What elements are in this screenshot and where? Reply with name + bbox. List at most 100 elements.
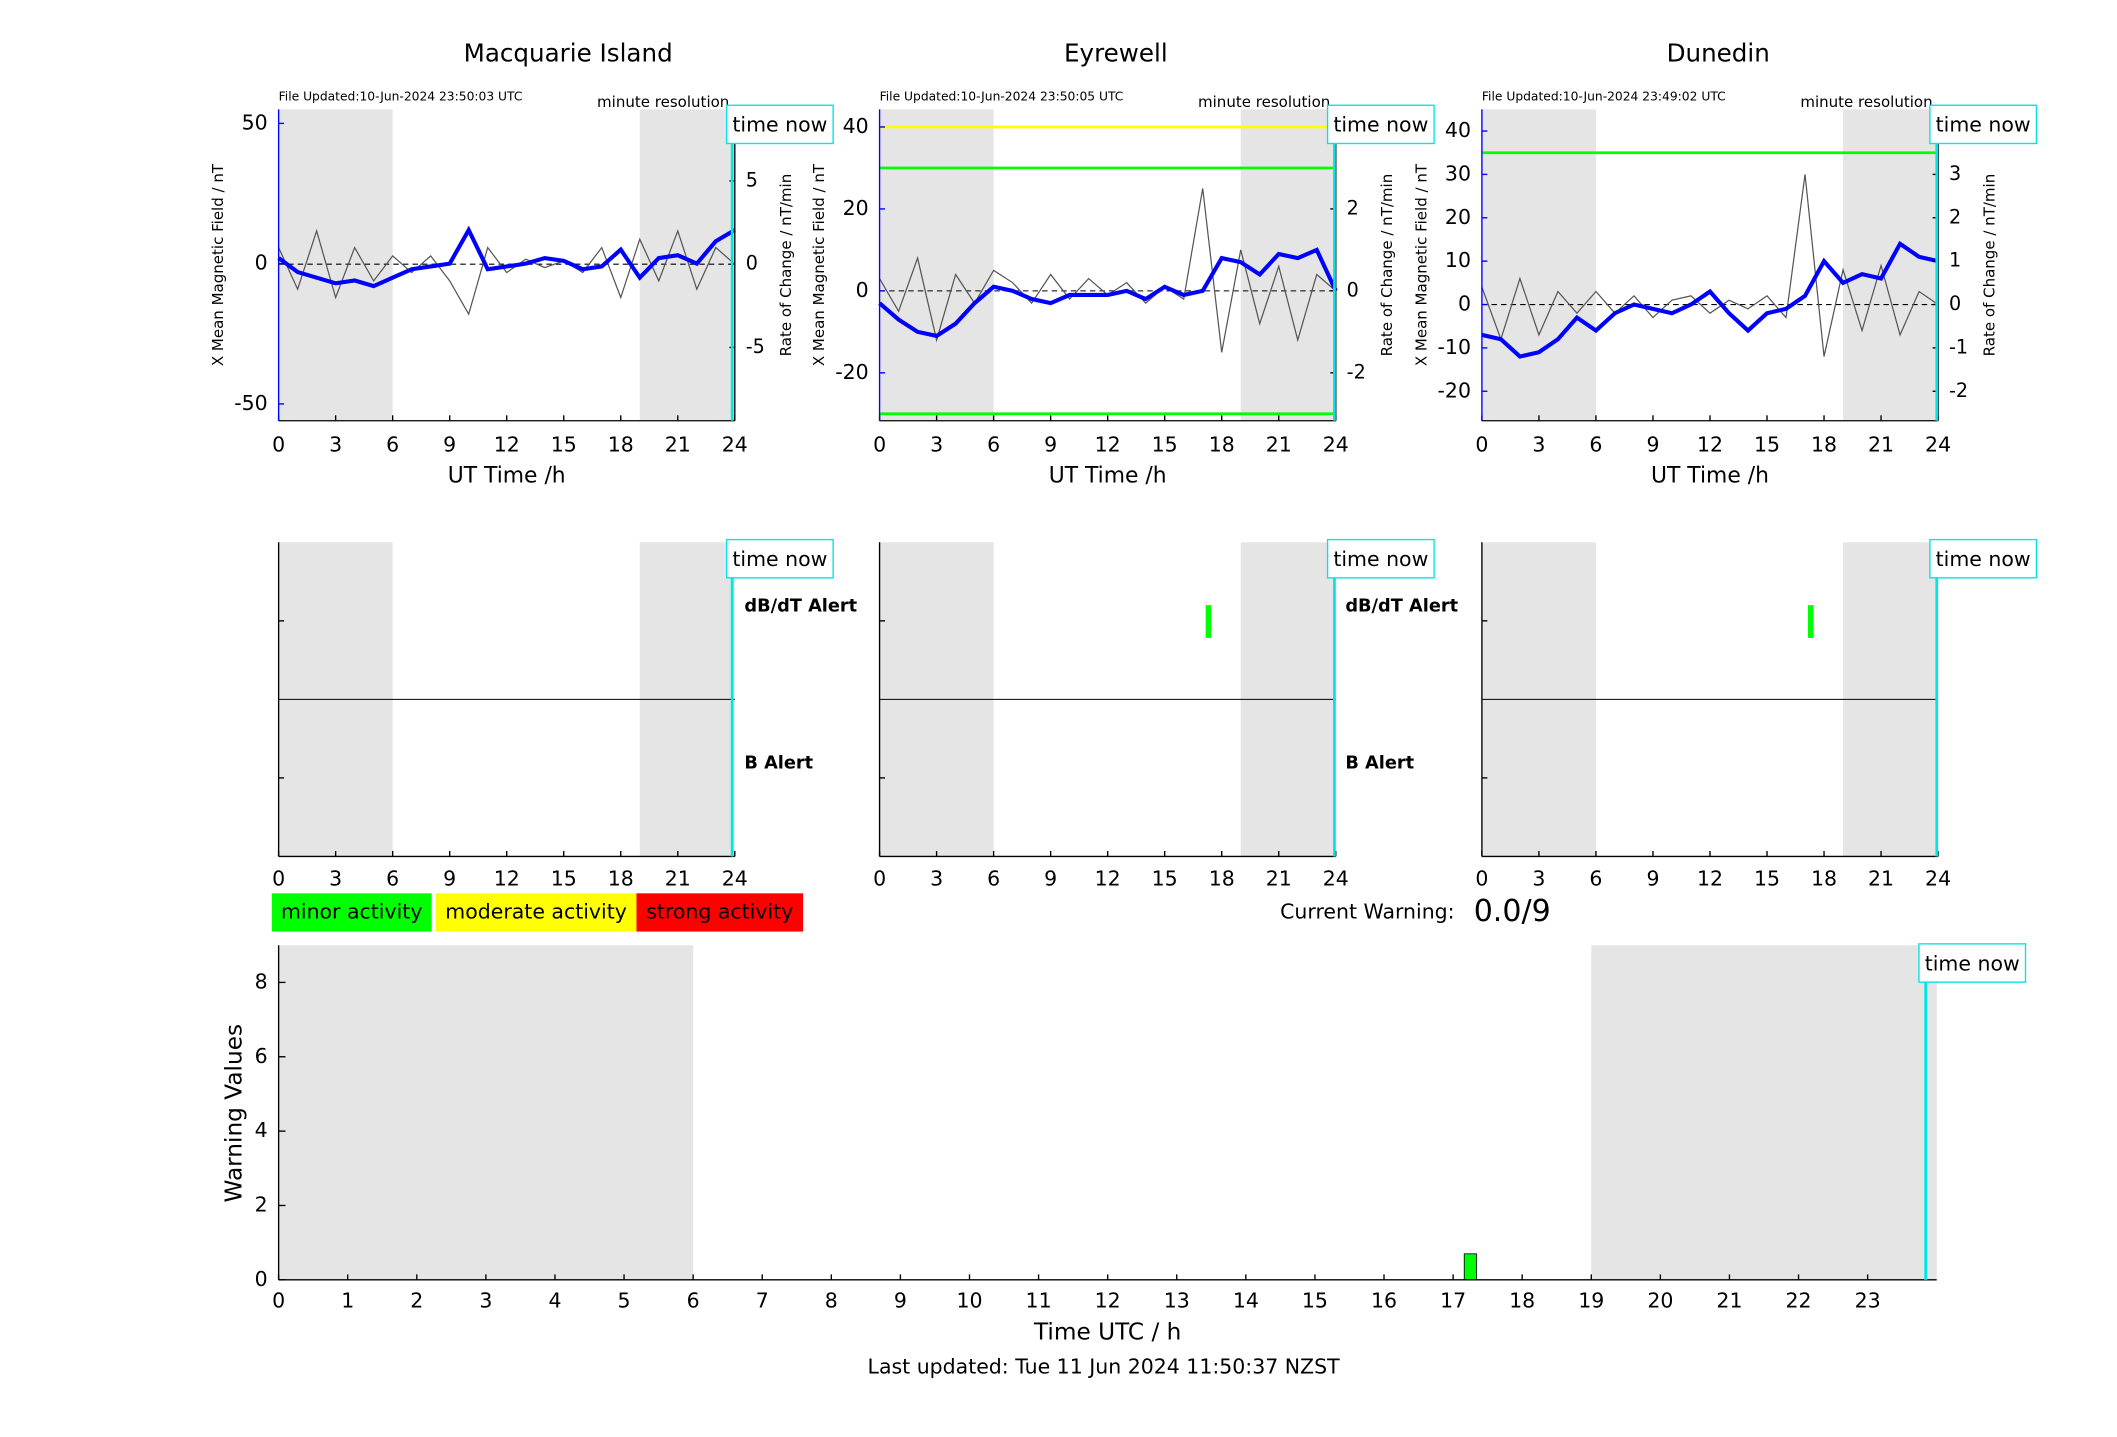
night-band xyxy=(278,945,694,1280)
x-tick-label: 21 xyxy=(1266,867,1292,891)
panel-title: Dunedin xyxy=(1667,39,1770,68)
x-tick-label: 15 xyxy=(1152,432,1178,456)
x-tick-label: 0 xyxy=(873,867,886,891)
x-axis-label: Time UTC / h xyxy=(1033,1319,1181,1346)
y-tick-label: 6 xyxy=(255,1044,268,1068)
y-axis-label: X Mean Magnetic Field / nT xyxy=(1412,163,1430,366)
y2-axis-label: Rate of Change / nT/min xyxy=(777,174,795,357)
x-tick-label: 20 xyxy=(1647,1289,1673,1313)
x-tick-label: 6 xyxy=(386,432,399,456)
y2-tick-label: 3 xyxy=(1949,162,1961,185)
y-tick-label: 0 xyxy=(255,1267,268,1291)
x-tick-label: 21 xyxy=(1868,867,1894,891)
panel-title: Macquarie Island xyxy=(464,39,673,68)
y-tick-label: -10 xyxy=(1438,335,1471,359)
field-line xyxy=(277,225,736,289)
x-tick-label: 3 xyxy=(930,867,943,891)
x-tick-label: 9 xyxy=(443,432,456,456)
time-now-label: time now xyxy=(732,547,827,571)
x-tick-label: 21 xyxy=(1868,432,1894,456)
y2-tick-label: 0 xyxy=(1347,278,1359,301)
x-tick-label: 18 xyxy=(1811,867,1837,891)
x-tick-label: 6 xyxy=(987,432,1000,456)
x-tick-label: 2 xyxy=(410,1289,423,1313)
x-tick-label: 24 xyxy=(1323,432,1349,456)
night-band xyxy=(639,109,735,421)
y-tick-label: 0 xyxy=(255,251,268,275)
db-alert-mark xyxy=(1807,605,1814,638)
x-tick-label: 12 xyxy=(1697,432,1723,456)
field-line xyxy=(878,247,1338,339)
bar xyxy=(1463,1253,1477,1281)
db-alert-mark xyxy=(1205,605,1212,638)
file-note: File Updated:10-Jun-2024 23:49:02 UTC xyxy=(1482,90,1726,104)
x-tick-label: 18 xyxy=(1209,432,1235,456)
y-tick-label: 4 xyxy=(255,1118,268,1142)
legend-swatch xyxy=(271,893,432,932)
b-alert-label: B Alert xyxy=(1345,754,1414,774)
x-axis-label: UT Time /h xyxy=(1049,464,1167,489)
x-tick-label: 12 xyxy=(1697,867,1723,891)
db-alert-label: dB/dT Alert xyxy=(744,597,857,617)
y-tick-label: 20 xyxy=(843,196,869,220)
footer: Last updated: Tue 11 Jun 2024 11:50:37 N… xyxy=(868,1354,1341,1378)
x-axis-label: UT Time /h xyxy=(1651,464,1769,489)
x-tick-label: 12 xyxy=(1095,867,1121,891)
y2-axis-label: Rate of Change / nT/min xyxy=(1980,174,1998,357)
night-band xyxy=(1240,109,1336,421)
x-tick-label: 21 xyxy=(665,867,691,891)
x-tick-label: 6 xyxy=(1589,432,1602,456)
time-now-label: time now xyxy=(1936,547,2031,571)
x-tick-label: 24 xyxy=(722,867,748,891)
x-tick-label: 18 xyxy=(608,867,634,891)
x-tick-label: 0 xyxy=(1475,867,1488,891)
x-tick-label: 3 xyxy=(1532,432,1545,456)
rate-line xyxy=(278,228,736,316)
legend-swatch xyxy=(435,893,637,932)
x-tick-label: 17 xyxy=(1440,1289,1466,1313)
time-now-box xyxy=(1326,538,1435,579)
x-tick-label: 9 xyxy=(1646,867,1659,891)
y-tick-label: 10 xyxy=(1445,248,1471,272)
y2-tick-label: -2 xyxy=(1949,379,1968,402)
legend-label: minor activity xyxy=(281,899,423,923)
x-tick-label: 24 xyxy=(1925,867,1951,891)
legend-swatch xyxy=(636,893,804,932)
x-tick-label: 9 xyxy=(1044,432,1057,456)
x-tick-label: 7 xyxy=(756,1289,769,1313)
x-tick-label: 24 xyxy=(722,432,748,456)
time-now-box xyxy=(1326,104,1435,145)
x-tick-label: 3 xyxy=(329,432,342,456)
time-now-box xyxy=(1929,538,2038,579)
y2-tick-label: 2 xyxy=(1347,196,1359,219)
x-tick-label: 0 xyxy=(272,1289,285,1313)
x-tick-label: 16 xyxy=(1371,1289,1397,1313)
y2-tick-label: -5 xyxy=(746,335,765,358)
time-now-box xyxy=(1929,104,2038,145)
b-alert-label: B Alert xyxy=(744,754,813,774)
x-tick-label: 3 xyxy=(930,432,943,456)
time-now-label: time now xyxy=(1925,951,2020,975)
x-tick-label: 21 xyxy=(665,432,691,456)
x-tick-label: 12 xyxy=(1095,432,1121,456)
x-tick-label: 18 xyxy=(608,432,634,456)
x-tick-label: 9 xyxy=(443,867,456,891)
x-tick-label: 14 xyxy=(1233,1289,1259,1313)
time-now-box xyxy=(1918,943,2027,983)
x-tick-label: 12 xyxy=(1095,1289,1121,1313)
x-tick-label: 24 xyxy=(1323,867,1349,891)
night-band xyxy=(278,109,393,421)
y2-tick-label: -2 xyxy=(1347,360,1366,383)
x-tick-label: 3 xyxy=(1532,867,1545,891)
x-tick-label: 15 xyxy=(551,867,577,891)
y-tick-label: 0 xyxy=(1458,292,1471,316)
x-tick-label: 21 xyxy=(1266,432,1292,456)
x-tick-label: 4 xyxy=(548,1289,561,1313)
x-tick-label: 13 xyxy=(1164,1289,1190,1313)
time-now-box xyxy=(725,104,834,145)
y-tick-label: 2 xyxy=(255,1192,268,1216)
night-band xyxy=(1481,109,1596,421)
x-tick-label: 3 xyxy=(329,867,342,891)
x-tick-label: 0 xyxy=(873,432,886,456)
